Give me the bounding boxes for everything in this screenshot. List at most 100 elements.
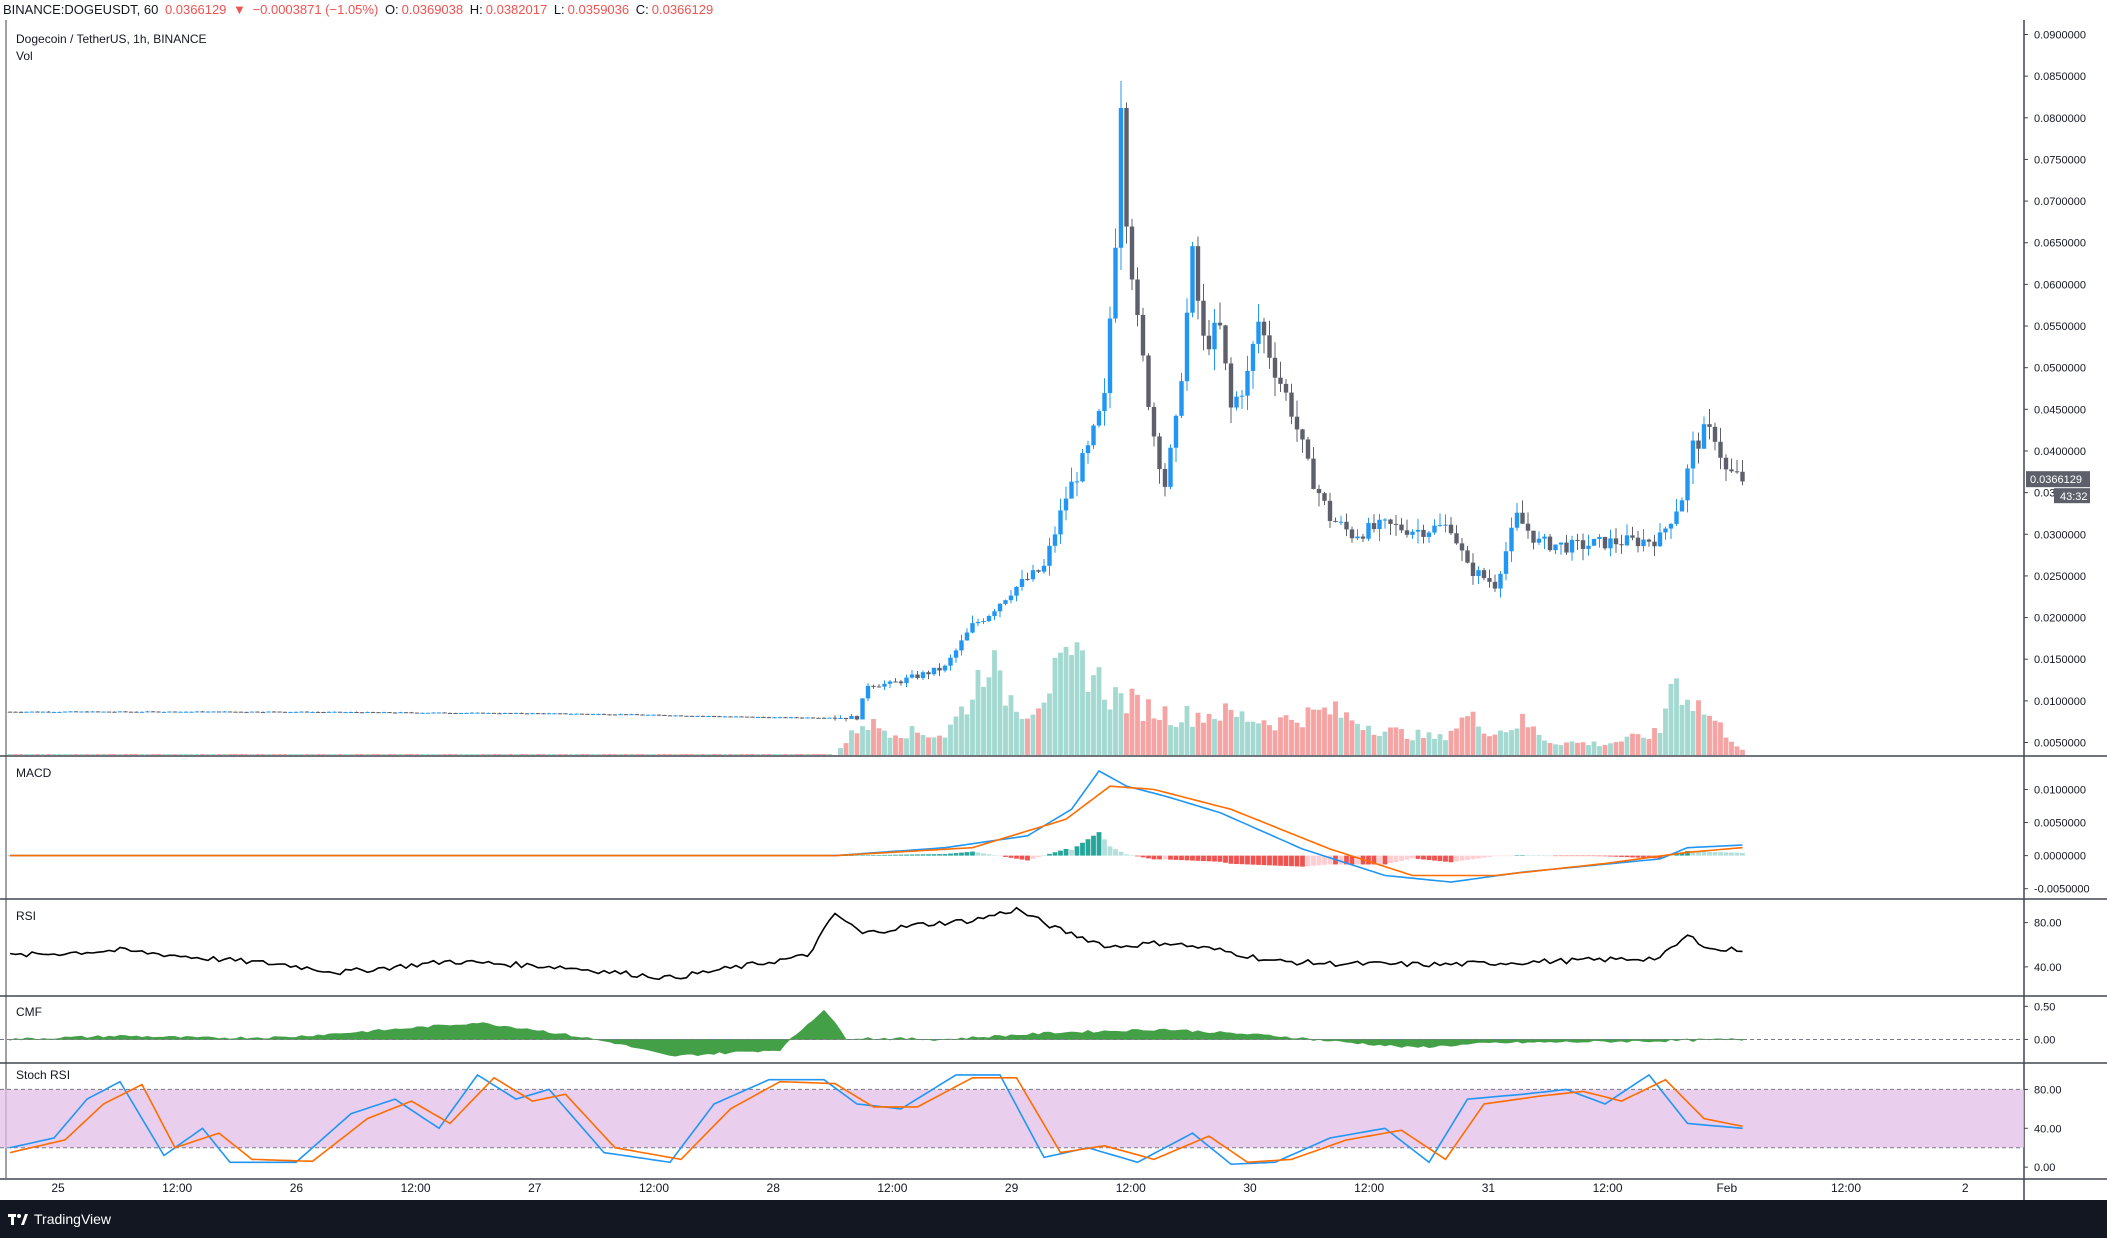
volume-bar xyxy=(1085,692,1091,755)
macd-histogram-bar xyxy=(959,852,964,856)
macd-histogram-bar xyxy=(1096,832,1102,856)
volume-bar xyxy=(46,754,51,755)
volume-bar xyxy=(1613,742,1619,755)
candle-body xyxy=(794,717,799,719)
macd-histogram-bar xyxy=(1239,855,1245,865)
candle-body xyxy=(1063,498,1069,511)
candle-body xyxy=(975,622,981,624)
time-tick-label: 29 xyxy=(1005,1181,1019,1195)
volume-bar xyxy=(1558,745,1564,755)
volume-bar xyxy=(1206,713,1212,755)
macd-histogram-bar xyxy=(1613,855,1619,857)
candle-body xyxy=(381,712,387,714)
volume-bar xyxy=(1239,711,1245,755)
macd-tick-label: -0.0050000 xyxy=(2034,884,2090,896)
volume-bar xyxy=(1536,734,1542,755)
volume-bar xyxy=(898,737,904,755)
stoch-rsi-indicator xyxy=(0,1073,2024,1166)
candle-body xyxy=(700,715,706,717)
candle-body xyxy=(1580,540,1586,549)
chart-canvas[interactable]: 0.0900000 0.0850000 0.0800000 0.0750000 0.07… xyxy=(0,20,2107,1200)
pane-rsi xyxy=(0,900,2024,995)
time-axis[interactable]: 25 12:00 26 12:00 27 12:00 28 12:00 29 12:00 30 12:… xyxy=(51,1181,1969,1195)
candle-body xyxy=(876,686,882,688)
candle-body xyxy=(1349,529,1355,539)
volume-bar xyxy=(1371,734,1377,755)
macd-histogram-bar xyxy=(1553,855,1558,857)
candle-body xyxy=(469,712,475,714)
candle-body xyxy=(1025,579,1030,581)
volume-bar xyxy=(293,754,299,755)
candle-body xyxy=(95,711,101,713)
candle-body xyxy=(1080,453,1085,482)
candle-body xyxy=(1278,377,1283,384)
macd-histogram-bar xyxy=(1256,855,1261,865)
macd-histogram-bar xyxy=(865,855,871,856)
macd-histogram-bar xyxy=(915,854,920,856)
macd-histogram-bar xyxy=(1536,855,1542,856)
volume-bar xyxy=(304,754,310,755)
candle-body xyxy=(590,713,596,715)
macd-histogram-bar xyxy=(1140,855,1146,858)
macd-histogram-bar xyxy=(1311,855,1316,866)
volume-bar xyxy=(1674,678,1679,755)
volume-bar xyxy=(1443,740,1448,755)
macd-histogram-bar xyxy=(1041,855,1047,857)
macd-histogram-bar xyxy=(1443,855,1448,862)
candle-body xyxy=(1690,440,1696,469)
volume-bar xyxy=(1685,699,1690,755)
volume-bar xyxy=(29,754,35,755)
macd-histogram-bar xyxy=(1421,855,1426,860)
macd-histogram-bar xyxy=(1624,855,1630,858)
volume-bar xyxy=(656,754,662,755)
candle-body xyxy=(436,712,442,714)
macd-histogram-bar xyxy=(893,854,898,856)
volume-bar xyxy=(1514,728,1520,755)
candle-body xyxy=(1355,536,1360,539)
footer-brand[interactable]: TradingView xyxy=(34,1211,112,1227)
volume-bar xyxy=(365,754,370,755)
volume-bar xyxy=(915,732,920,755)
candle-body xyxy=(1173,415,1179,448)
volume-bar xyxy=(40,754,46,755)
candle-body xyxy=(552,713,557,715)
candle-body xyxy=(1586,545,1591,549)
macd-histogram-bar xyxy=(1410,855,1415,859)
candle-body xyxy=(1283,383,1289,393)
macd-histogram-bar xyxy=(1349,855,1355,865)
candle-body xyxy=(1492,581,1498,589)
volume-bar xyxy=(816,754,821,755)
candle-body xyxy=(612,714,618,716)
last-price-badge xyxy=(2026,471,2090,488)
candle-body xyxy=(414,712,420,714)
pane-frames xyxy=(0,20,2107,1200)
price-tick-label: 0.0850000 xyxy=(2034,71,2086,83)
volume-bar xyxy=(260,754,266,755)
candle-body xyxy=(585,713,590,715)
volume-bar xyxy=(1135,694,1140,755)
candle-body xyxy=(1668,523,1674,529)
candle-body xyxy=(1740,471,1745,482)
time-tick-label: 12:00 xyxy=(1354,1181,1384,1195)
macd-histogram-bar xyxy=(1729,852,1734,856)
volume-bar xyxy=(645,754,651,755)
candle-body xyxy=(156,711,161,713)
volume-bar xyxy=(1047,693,1052,755)
macd-histogram-bar xyxy=(1289,855,1294,867)
volume-bar xyxy=(1195,712,1201,755)
price-tick-label: 0.0050000 xyxy=(2034,738,2086,750)
volume-bar xyxy=(717,754,722,755)
volume-bar xyxy=(777,754,783,755)
symbol-label[interactable]: BINANCE:DOGEUSDT, 60 xyxy=(3,2,159,17)
volume-bar xyxy=(1316,709,1322,755)
candle-body xyxy=(409,712,414,714)
candle-body xyxy=(722,716,728,718)
candle-body xyxy=(1074,481,1080,483)
volume-bar xyxy=(843,743,849,755)
high-value: 0.0382017 xyxy=(485,2,548,17)
price-axis[interactable]: 0.0900000 0.0850000 0.0800000 0.0750000 0.07… xyxy=(2024,29,2090,1174)
candle-body xyxy=(508,712,513,714)
candle-body xyxy=(420,712,425,714)
volume-bar xyxy=(805,754,810,755)
volume-bar xyxy=(376,754,381,755)
